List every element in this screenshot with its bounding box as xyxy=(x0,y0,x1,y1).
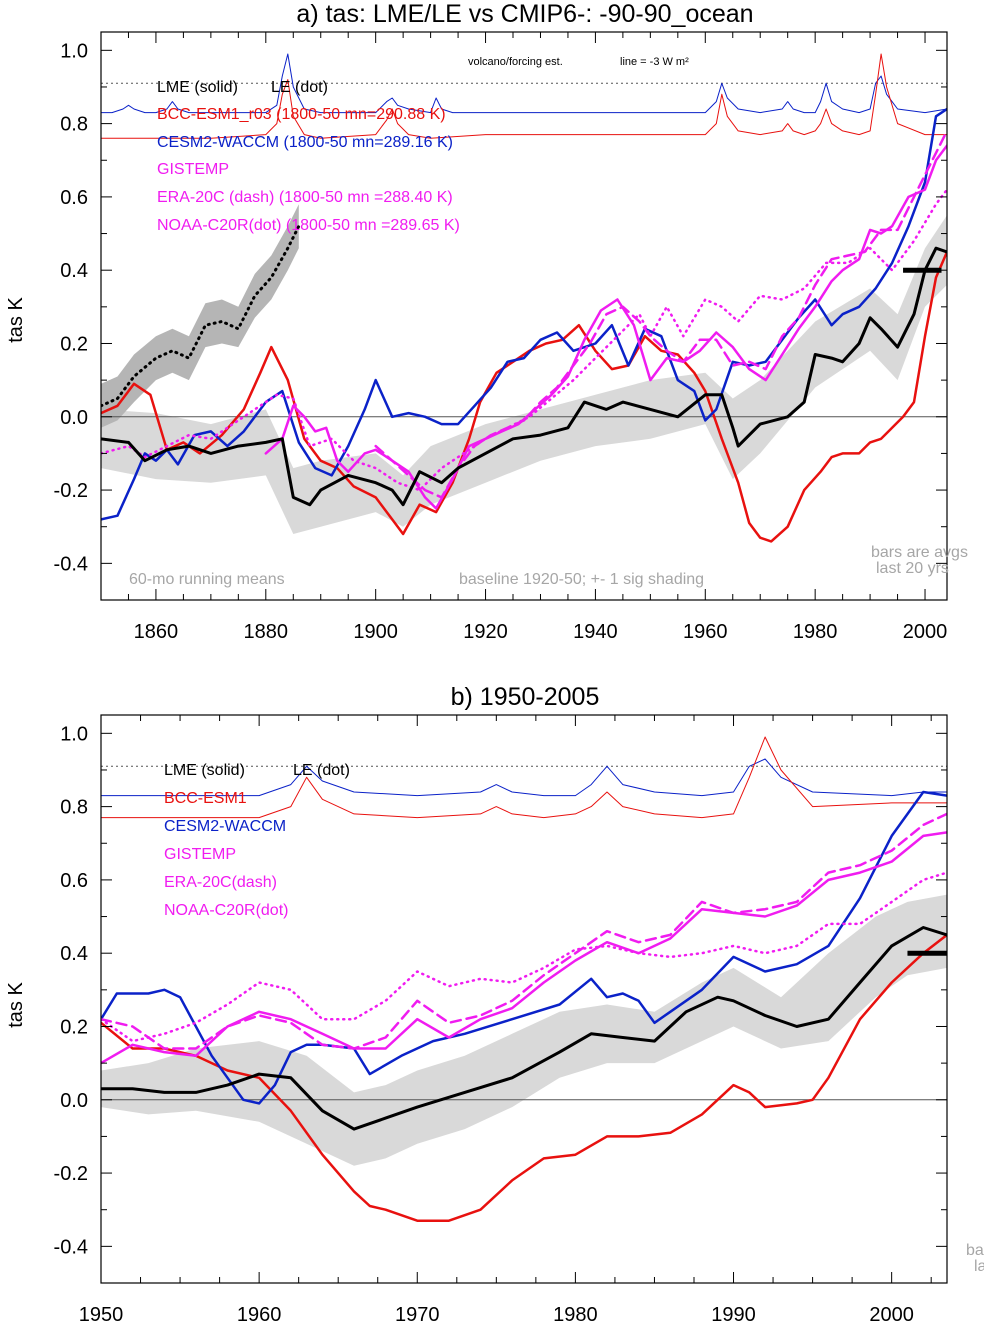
panel-b-series-cesm2-forcing xyxy=(101,758,947,797)
panel-b-plot-area xyxy=(101,736,947,1222)
panel-a-note-running-means: 60-mo running means xyxy=(129,571,285,588)
panel-b-series-lme-ensemble-mean xyxy=(101,926,947,1131)
panel-b-band-lme-shading xyxy=(101,894,947,1166)
panel-b-xtick-label: 1970 xyxy=(395,1304,440,1325)
panel-b-note-last20: la xyxy=(974,1258,984,1275)
panel-b-data-layer xyxy=(101,736,947,1222)
panel-a-note-bars: bars are avgs xyxy=(871,544,968,561)
panel-a-ytick-label: 0.8 xyxy=(60,114,88,136)
panel-b-xtick-label: 1960 xyxy=(237,1304,282,1325)
panel-b-ytick-label: -0.2 xyxy=(54,1163,88,1185)
panel-a-legend-cesm2: CESM2-WACCM (1800-50 mn=289.16 K) xyxy=(157,134,453,151)
panel-a-xtick-label: 1940 xyxy=(573,621,618,643)
panel-b-ytick-label: -0.4 xyxy=(54,1236,88,1258)
panel-a-volcano-line-label: line = -3 W m² xyxy=(620,56,689,68)
panel-a-xtick-label: 1960 xyxy=(683,621,728,643)
panel-a-band-lme-shading xyxy=(101,215,947,534)
panel-a-ytick-label: -0.4 xyxy=(54,553,88,575)
panel-a-ylabel: tas K xyxy=(5,297,27,343)
panel-a-note-last20: last 20 yrs xyxy=(876,560,949,577)
panel-a-frame xyxy=(100,31,948,601)
panel-a-xtick-label: 1900 xyxy=(353,621,398,643)
panel-a-ytick-label: 0.2 xyxy=(60,333,88,355)
panel-b-frame xyxy=(100,714,948,1284)
panel-a-series-bcc-esm1 xyxy=(101,250,947,543)
panel-b-xtick-label: 1990 xyxy=(711,1304,756,1325)
panel-b-ytick-label: 1.0 xyxy=(60,723,88,745)
panel-b-ylabel: tas K xyxy=(5,982,27,1028)
panel-b-legend-noaa: NOAA-C20R(dot) xyxy=(164,902,288,919)
panel-a-xtick-label: 1860 xyxy=(134,621,179,643)
panel-b-note-bars: ba xyxy=(966,1242,984,1259)
panel-a-volcano-label: volcano/forcing est. xyxy=(468,56,563,68)
panel-b-legend-cesm2: CESM2-WACCM xyxy=(164,818,286,835)
panel-b-ytick-label: 0.2 xyxy=(60,1016,88,1038)
panel-b-series-noaa-c20r-dot- xyxy=(101,871,947,1043)
panel-a-ytick-label: -0.2 xyxy=(54,480,88,502)
panel-b-legend-bcc: BCC-ESM1 xyxy=(164,790,247,807)
panel-b-legend-lme: LME (solid) xyxy=(164,762,245,779)
panel-b-ytick-label: 0.4 xyxy=(60,943,88,965)
panel-a-axes: -0.4 -0.2 0.0 0.2 0.4 0.6 0.8 1.0 1860 1880 1900 19… xyxy=(54,31,948,643)
panel-b-ytick-label: 0.8 xyxy=(60,797,88,819)
panel-a-legend-gistemp: GISTEMP xyxy=(157,161,229,178)
panel-a-chart: a) tas: LME/LE vs CMIP6-: -90-90_ocean t… xyxy=(5,0,968,643)
panel-b-ytick-label: 0.0 xyxy=(60,1090,88,1112)
panel-a-ytick-label: 1.0 xyxy=(60,40,88,62)
panel-b-series-bcc-forcing xyxy=(101,736,947,819)
panel-a-series-gistemp xyxy=(264,144,947,510)
panel-a-plot-area xyxy=(101,53,947,543)
panel-b-legend-le: LE (dot) xyxy=(293,762,350,779)
panel-b-series-era-20c-dash- xyxy=(101,812,947,1050)
panel-b-axes: -0.4 -0.2 0.0 0.2 0.4 0.6 0.8 1.0 1950 1960 1970 19… xyxy=(54,714,948,1325)
panel-a-series-cesm2-forcing xyxy=(101,53,947,114)
panel-a-ytick-label: 0.4 xyxy=(60,260,88,282)
panel-a-legend-noaa: NOAA-C20R(dot) (1800-50 mn =289.65 K) xyxy=(157,217,460,234)
panel-a-ytick-label: 0.6 xyxy=(60,187,88,209)
panel-a-legend-bcc: BCC-ESM1_r03 (1800-50 mn=290.88 K) xyxy=(157,106,446,123)
panel-b-series-cesm2-waccm xyxy=(101,790,947,1105)
panel-a-legend-le: LE (dot) xyxy=(271,79,328,96)
panel-a-xtick-label: 1920 xyxy=(463,621,508,643)
panel-b-chart: b) 1950-2005 tas K -0.4 -0.2 0.0 0.2 0.4 0.6 0… xyxy=(5,683,984,1325)
panel-a-legend-lme: LME (solid) xyxy=(157,79,238,96)
panel-b-xtick-label: 2000 xyxy=(869,1304,914,1325)
panel-b-series-gistemp xyxy=(101,831,947,1065)
panel-a-xtick-label: 2000 xyxy=(903,621,948,643)
panel-b-legend-era20c: ERA-20C(dash) xyxy=(164,874,277,891)
panel-b-xtick-label: 1950 xyxy=(79,1304,124,1325)
panel-a-series-bcc-forcing xyxy=(101,53,947,139)
panel-a-data-layer xyxy=(101,53,947,543)
panel-a-xtick-label: 1980 xyxy=(793,621,838,643)
panel-b-ytick-label: 0.6 xyxy=(60,870,88,892)
panel-a-title: a) tas: LME/LE vs CMIP6-: -90-90_ocean xyxy=(296,0,753,28)
panel-a-xtick-label: 1880 xyxy=(244,621,289,643)
panel-a-legend-era20c: ERA-20C (dash) (1800-50 mn =288.40 K) xyxy=(157,189,453,206)
panel-a-series-noaa-c20r-dot- xyxy=(101,188,947,492)
panel-a-series-lme-ensemble-mean xyxy=(101,246,947,507)
panel-b-legend-gistemp: GISTEMP xyxy=(164,846,236,863)
panel-b-xtick-label: 1980 xyxy=(553,1304,598,1325)
panel-b-title: b) 1950-2005 xyxy=(451,683,600,711)
panel-a-note-baseline: baseline 1920-50; +- 1 sig shading xyxy=(459,571,704,588)
panel-a-ytick-label: 0.0 xyxy=(60,407,88,429)
panel-a-series-cesm2-waccm xyxy=(101,107,947,521)
panel-a-band-le-shading xyxy=(101,204,299,428)
panel-b-series-bcc-esm1 xyxy=(101,933,947,1222)
